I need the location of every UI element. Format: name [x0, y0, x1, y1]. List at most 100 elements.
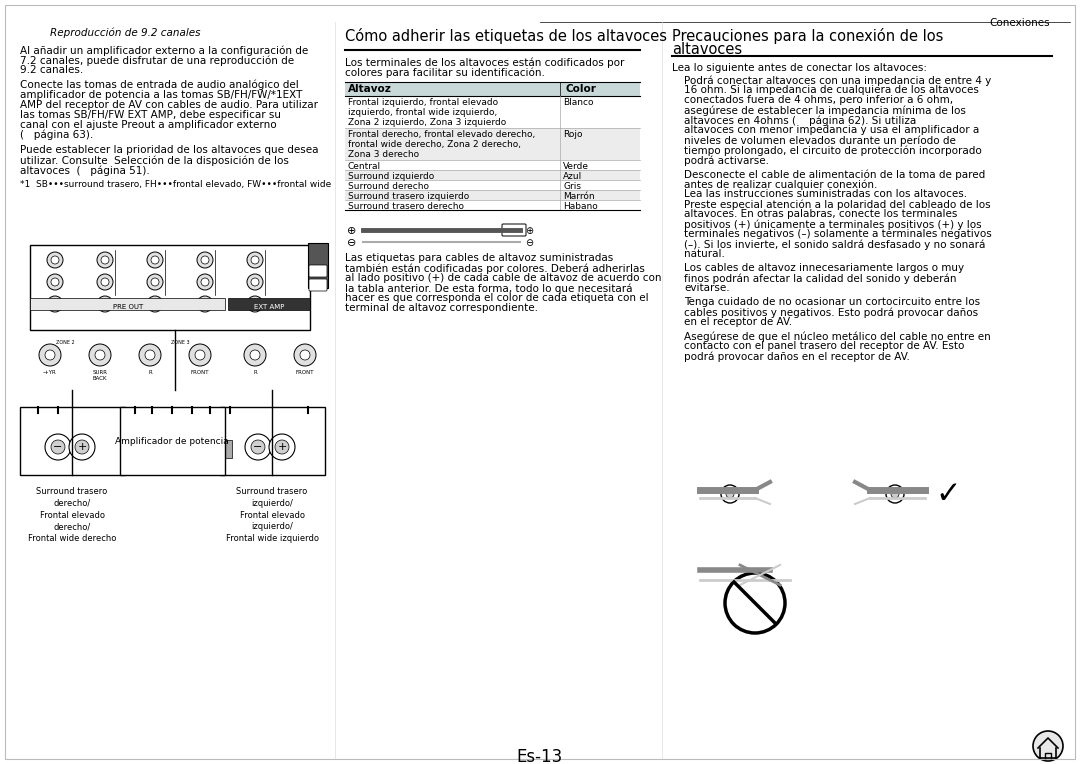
Text: terminal de altavoz correspondiente.: terminal de altavoz correspondiente. — [345, 303, 538, 313]
FancyBboxPatch shape — [21, 407, 125, 475]
Text: 7.2 canales, puede disfrutar de una reproducción de: 7.2 canales, puede disfrutar de una repr… — [21, 55, 294, 66]
Text: altavoces  (   página 51).: altavoces ( página 51). — [21, 165, 150, 176]
Circle shape — [48, 296, 63, 312]
Circle shape — [151, 256, 159, 264]
Text: EXT AMP: EXT AMP — [254, 304, 284, 310]
Text: niveles de volumen elevados durante un período de: niveles de volumen elevados durante un p… — [684, 135, 956, 145]
FancyBboxPatch shape — [120, 407, 225, 475]
Text: Altavoz: Altavoz — [348, 84, 392, 94]
Text: Blanco: Blanco — [563, 98, 594, 107]
Circle shape — [269, 434, 295, 460]
Circle shape — [39, 344, 60, 366]
Circle shape — [102, 256, 109, 264]
Circle shape — [147, 252, 163, 268]
Circle shape — [197, 274, 213, 290]
Text: Los cables de altavoz innecesariamente largos o muy: Los cables de altavoz innecesariamente l… — [684, 263, 964, 273]
Text: las tomas SB/FH/FW EXT AMP, debe especificar su: las tomas SB/FH/FW EXT AMP, debe especif… — [21, 110, 281, 120]
FancyBboxPatch shape — [30, 298, 225, 310]
Text: Surround trasero
izquierdo/
Frontal elevado
izquierdo/
Frontal wide izquierdo: Surround trasero izquierdo/ Frontal elev… — [226, 487, 319, 543]
Circle shape — [251, 440, 265, 454]
Text: FRONT: FRONT — [296, 370, 314, 375]
Text: Frontal izquierdo, frontal elevado: Frontal izquierdo, frontal elevado — [348, 98, 498, 107]
Text: también están codificadas por colores. Deberá adherirlas: también están codificadas por colores. D… — [345, 263, 645, 274]
Text: podrá activarse.: podrá activarse. — [684, 155, 769, 166]
Text: −: − — [53, 442, 63, 452]
FancyBboxPatch shape — [309, 265, 327, 277]
FancyBboxPatch shape — [345, 82, 640, 96]
Text: ZONE 2: ZONE 2 — [56, 340, 75, 345]
Text: -+YR: -+YR — [43, 370, 57, 375]
Circle shape — [45, 350, 55, 360]
Text: terminales negativos (–) solamente a terminales negativos: terminales negativos (–) solamente a ter… — [684, 229, 991, 239]
FancyBboxPatch shape — [224, 440, 232, 458]
Text: (–). Si los invierte, el sonido saldrá desfasado y no sonará: (–). Si los invierte, el sonido saldrá d… — [684, 239, 985, 250]
Circle shape — [102, 278, 109, 286]
Text: AMP del receptor de AV con cables de audio. Para utilizar: AMP del receptor de AV con cables de aud… — [21, 100, 318, 110]
Text: (   página 63).: ( página 63). — [21, 130, 93, 141]
Text: Cómo adherir las etiquetas de los altavoces: Cómo adherir las etiquetas de los altavo… — [345, 28, 667, 44]
Text: Los terminales de los altavoces están codificados por: Los terminales de los altavoces están co… — [345, 58, 624, 69]
Circle shape — [102, 300, 109, 308]
Circle shape — [89, 344, 111, 366]
Circle shape — [151, 278, 159, 286]
Circle shape — [886, 485, 904, 503]
Circle shape — [251, 256, 259, 264]
Text: R: R — [148, 370, 152, 375]
Text: antes de realizar cualquier conexión.: antes de realizar cualquier conexión. — [684, 179, 877, 189]
Circle shape — [201, 278, 210, 286]
Text: +: + — [278, 442, 286, 452]
Text: Las etiquetas para cables de altavoz suministradas: Las etiquetas para cables de altavoz sum… — [345, 253, 613, 263]
Text: Desconecte el cable de alimentación de la toma de pared: Desconecte el cable de alimentación de l… — [684, 169, 985, 180]
Text: Conecte las tomas de entrada de audio analógico del: Conecte las tomas de entrada de audio an… — [21, 80, 299, 90]
Text: *1  SB•••surround trasero, FH•••frontal elevado, FW•••frontal wide: *1 SB•••surround trasero, FH•••frontal e… — [21, 180, 332, 189]
Text: Azul: Azul — [563, 172, 582, 181]
Circle shape — [51, 256, 59, 264]
Text: ⊖: ⊖ — [525, 238, 534, 248]
Text: tiempo prolongado, el circuito de protección incorporado: tiempo prolongado, el circuito de protec… — [684, 145, 982, 156]
Circle shape — [197, 296, 213, 312]
FancyBboxPatch shape — [345, 128, 640, 160]
FancyBboxPatch shape — [308, 243, 328, 288]
Circle shape — [1032, 731, 1063, 761]
Circle shape — [197, 252, 213, 268]
Text: positivos (+) únicamente a terminales positivos (+) y los: positivos (+) únicamente a terminales po… — [684, 219, 982, 229]
FancyBboxPatch shape — [345, 170, 640, 180]
Circle shape — [147, 274, 163, 290]
Text: Zona 2 izquierdo, Zona 3 izquierdo: Zona 2 izquierdo, Zona 3 izquierdo — [348, 118, 507, 127]
Text: Precauciones para la conexión de los: Precauciones para la conexión de los — [672, 28, 943, 44]
Text: Lea las instrucciones suministradas con los altavoces.: Lea las instrucciones suministradas con … — [684, 189, 967, 199]
Circle shape — [151, 300, 159, 308]
Text: ⊕: ⊕ — [525, 226, 534, 236]
Circle shape — [275, 440, 289, 454]
FancyBboxPatch shape — [220, 407, 325, 475]
Text: Zona 3 derecho: Zona 3 derecho — [348, 150, 419, 159]
Text: ZONE 3: ZONE 3 — [171, 340, 189, 345]
Circle shape — [75, 440, 89, 454]
Text: ⊕: ⊕ — [347, 226, 356, 236]
Text: canal con el ajuste Preout a amplificador externo: canal con el ajuste Preout a amplificado… — [21, 120, 276, 130]
Text: la tabla anterior. De esta forma, todo lo que necesitará: la tabla anterior. De esta forma, todo l… — [345, 283, 633, 293]
Text: Color: Color — [565, 84, 596, 94]
Text: utilizar. Consulte  Selección de la disposición de los: utilizar. Consulte Selección de la dispo… — [21, 155, 288, 166]
Circle shape — [721, 485, 739, 503]
Text: Tenga cuidado de no ocasionar un cortocircuito entre los: Tenga cuidado de no ocasionar un cortoci… — [684, 297, 981, 307]
Text: altavoces con menor impedancia y usa el amplificador a: altavoces con menor impedancia y usa el … — [684, 125, 980, 135]
Text: Amplificador de potencia: Amplificador de potencia — [116, 436, 229, 445]
Circle shape — [145, 350, 156, 360]
Circle shape — [300, 350, 310, 360]
Text: podrá provocar daños en el receptor de AV.: podrá provocar daños en el receptor de A… — [684, 351, 909, 361]
Circle shape — [244, 344, 266, 366]
FancyBboxPatch shape — [502, 224, 526, 236]
Text: Surround trasero izquierdo: Surround trasero izquierdo — [348, 192, 469, 201]
Text: Frontal derecho, frontal elevado derecho,: Frontal derecho, frontal elevado derecho… — [348, 130, 536, 139]
Text: altavoces. En otras palabras, conecte los terminales: altavoces. En otras palabras, conecte lo… — [684, 209, 957, 219]
Circle shape — [69, 434, 95, 460]
Text: Habano: Habano — [563, 202, 597, 211]
Text: −: − — [254, 442, 262, 452]
Circle shape — [48, 274, 63, 290]
Circle shape — [95, 350, 105, 360]
Text: Asegúrese de que el núcleo metálico del cable no entre en: Asegúrese de que el núcleo metálico del … — [684, 331, 990, 342]
Text: 9.2 canales.: 9.2 canales. — [21, 65, 83, 75]
Text: Rojo: Rojo — [563, 130, 582, 139]
Text: evitarse.: evitarse. — [684, 283, 730, 293]
